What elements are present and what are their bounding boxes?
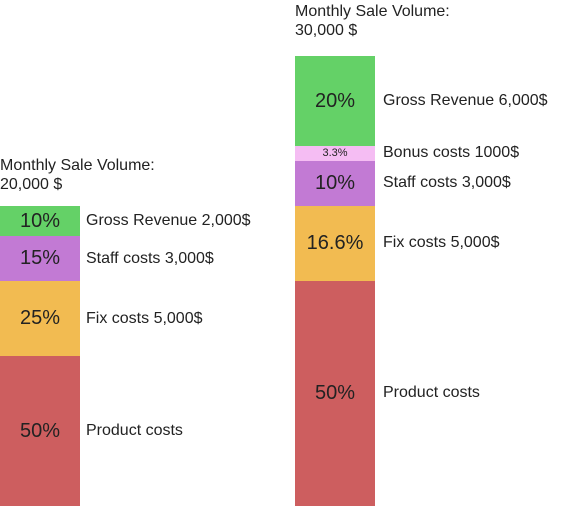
chart-2-segment-2-label: Bonus costs 1000$ bbox=[383, 144, 520, 162]
chart-2-segment-2: 3.3% bbox=[295, 146, 375, 161]
chart-2-segment-3: 10% bbox=[295, 160, 375, 206]
chart-1-segment-1: 10% bbox=[0, 206, 80, 236]
chart-2-segment-5: 50% bbox=[295, 280, 375, 506]
chart-2-segment-4: 16.6% bbox=[295, 205, 375, 281]
chart-1-segment-4: 50% bbox=[0, 356, 80, 506]
chart-1-title: Monthly Sale Volume: 20,000 $ bbox=[0, 156, 155, 194]
chart-1-segment-1-percent: 10% bbox=[19, 209, 61, 232]
chart-1-title-line2: 20,000 $ bbox=[0, 176, 63, 193]
chart-2-segment-4-percent: 16.6% bbox=[306, 231, 364, 254]
chart-1-segment-2-percent: 15% bbox=[19, 247, 61, 269]
chart-1-segment-1-label: Gross Revenue 2,000$ bbox=[86, 212, 251, 229]
chart-2-segment-4-label: Fix costs 5,000$ bbox=[383, 234, 500, 252]
chart-1-segment-3-percent: 25% bbox=[19, 307, 61, 329]
chart-1-segment-3-label: Fix costs 5,000$ bbox=[86, 309, 203, 327]
chart-1-segment-4-label: Product costs bbox=[86, 422, 183, 439]
chart-2-segment-3-percent: 10% bbox=[314, 171, 356, 194]
chart-2-segment-1-label: Gross Revenue 6,000$ bbox=[383, 92, 548, 109]
chart-2-segment-3-label: Staff costs 3,000$ bbox=[383, 174, 511, 192]
chart-1-segment-2-label: Staff costs 3,000$ bbox=[86, 249, 214, 267]
chart-2-segment-1: 20% bbox=[295, 56, 375, 146]
chart-2-segment-5-label: Product costs bbox=[383, 384, 480, 402]
chart-2-title-line2: 30,000 $ bbox=[295, 22, 358, 39]
chart-2-title-line1: Monthly Sale Volume: bbox=[295, 3, 450, 20]
chart-1-segment-2: 15% bbox=[0, 236, 80, 281]
chart-2-segment-5-percent: 50% bbox=[314, 381, 356, 404]
chart-2-segment-1-percent: 20% bbox=[314, 89, 356, 112]
chart-2-title: Monthly Sale Volume: 30,000 $ bbox=[295, 2, 450, 40]
chart-1-title-line1: Monthly Sale Volume: bbox=[0, 157, 155, 174]
chart-1-segment-3: 25% bbox=[0, 281, 80, 356]
chart-2-segment-2-percent: 3.3% bbox=[322, 147, 348, 160]
chart-1-segment-4-percent: 50% bbox=[19, 419, 61, 442]
